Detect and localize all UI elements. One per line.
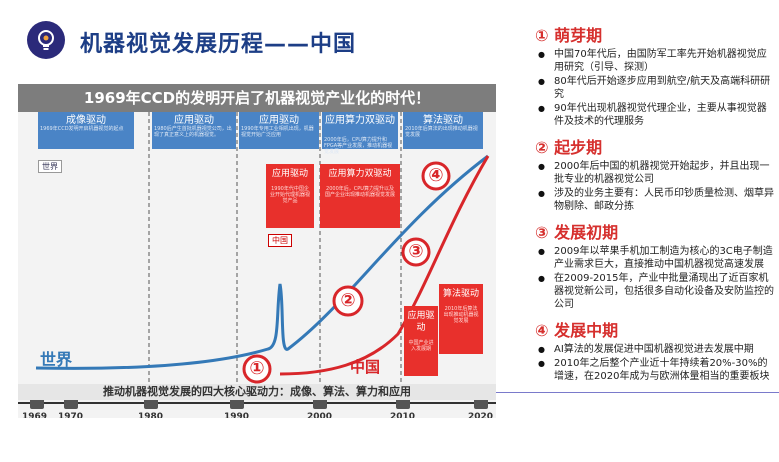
- section-list: AI算法的发展促进中国机器视觉进去发展中期 2010年之后整个产业近十年持续着2…: [535, 343, 775, 383]
- list-item: 2010年之后整个产业近十年持续着20%-30%的增速，在2020年成为与欧洲体…: [535, 357, 775, 383]
- era-block: 应用驱动: [239, 112, 319, 149]
- era-desc: 1980后产生首批机器视觉公司，出现了真正意义上的机器视觉。: [154, 126, 232, 138]
- era-block: 成像驱动: [38, 112, 134, 149]
- section-list: 中国70年代后，由国防军工率先开始机器视觉应用研究（引导、探测） 80年代后开始…: [535, 48, 775, 128]
- china-box-desc: 2010年后算法出现推动机器视觉发展: [443, 306, 479, 324]
- china-box-desc: 2000年后，CPU算力提升以及国产企业出现推动机器视觉发展: [324, 186, 395, 198]
- logo-icon: [27, 21, 65, 59]
- stage-section: ② 起步期 2000年后中国的机器视觉开始起步，并且出现一批专业的机器视觉公司 …: [535, 134, 775, 213]
- stage-marker-2: ②: [340, 290, 356, 311]
- china-box-label: 应用算力双驱动: [328, 169, 392, 179]
- year-label: 1969: [22, 412, 48, 418]
- era-block: 应用算力双驱动: [322, 112, 398, 149]
- stage-section: ③ 发展初期 2009年以苹果手机加工制造为核心的3C电子制造产业需求巨大，直接…: [535, 219, 775, 311]
- bottom-caption: 推动机器视觉发展的四大核心驱动力：成像、算法、算力和应用: [18, 384, 496, 400]
- section-title: ③ 发展初期: [535, 223, 619, 242]
- china-box-label: 应用驱动: [271, 169, 308, 179]
- stage-marker-1: ①: [249, 358, 265, 379]
- list-item: 涉及的业务主要有：人民币印钞质量检测、烟草异物剔除、邮政分拣: [535, 187, 775, 213]
- china-box: 应用驱动 中国产业进入发展期: [404, 306, 438, 376]
- list-item: 90年代出现机器视觉代理企业，主要从事视觉器件及技术的代理服务: [535, 102, 775, 128]
- era-label: 应用驱动: [174, 115, 214, 126]
- world-tag: 世界: [38, 160, 62, 173]
- world-label: 世界: [40, 350, 73, 369]
- era-desc: 2000年后，CPU算力提升和FPGA等产业发展，推动机器视觉发展: [324, 137, 393, 155]
- era-label: 应用算力双驱动: [325, 115, 395, 126]
- stages-panel: ① 萌芽期 中国70年代后，由国防军工率先开始机器视觉应用研究（引导、探测） 8…: [535, 22, 775, 389]
- list-item: AI算法的发展促进中国机器视觉进去发展中期: [535, 343, 775, 356]
- timeline-figure: 1969年CCD的发明开启了机器视觉产业化的时代！ 成像驱动 应用驱动 应用驱动…: [18, 84, 496, 418]
- china-box: 应用驱动 1990年代中国企业开始代理机器视觉产品: [266, 164, 314, 228]
- era-block: 算法驱动: [403, 112, 483, 149]
- year-label: 2020: [468, 412, 494, 418]
- era-desc: 1969年CCD发明开启机器视觉的起点: [40, 126, 124, 132]
- era-label: 应用驱动: [259, 115, 299, 126]
- list-item: 2000年后中国的机器视觉开始起步，并且出现一批专业的机器视觉公司: [535, 160, 775, 186]
- stage-marker-4: ④: [428, 165, 444, 186]
- section-title: ④ 发展中期: [535, 321, 619, 340]
- year-label: 2000: [307, 412, 333, 418]
- china-box-label: 应用驱动: [407, 311, 435, 333]
- section-list: 2009年以苹果手机加工制造为核心的3C电子制造产业需求巨大，直接推动中国机器视…: [535, 245, 775, 311]
- china-curve: [279, 155, 490, 376]
- divider-line: [496, 392, 779, 393]
- era-desc: 2010年后算法的出现推动机器视觉发展: [405, 126, 478, 138]
- stage-section: ④ 发展中期 AI算法的发展促进中国机器视觉进去发展中期 2010年之后整个产业…: [535, 317, 775, 383]
- section-title: ② 起步期: [535, 138, 603, 157]
- year-label: 1970: [58, 412, 84, 418]
- china-box: 算法驱动 2010年后算法出现推动机器视觉发展: [439, 284, 483, 354]
- era-label: 成像驱动: [66, 115, 106, 126]
- list-item: 中国70年代后，由国防军工率先开始机器视觉应用研究（引导、探测）: [535, 48, 775, 74]
- world-curve: [35, 154, 489, 370]
- list-item: 80年代后开始逐步应用到航空/航天及高端科研研究: [535, 75, 775, 101]
- stage-marker-3: ③: [408, 241, 424, 262]
- section-list: 2000年后中国的机器视觉开始起步，并且出现一批专业的机器视觉公司 涉及的业务主…: [535, 160, 775, 213]
- list-item: 在2009-2015年，产业中批量涌现出了近百家机器视觉新公司，包括很多自动化设…: [535, 272, 775, 311]
- china-box-desc: 1990年代中国企业开始代理机器视觉产品: [270, 186, 311, 204]
- list-item: 2009年以苹果手机加工制造为核心的3C电子制造产业需求巨大，直接推动中国机器视…: [535, 245, 775, 271]
- year-label: 2010: [390, 412, 416, 418]
- figure-banner: 1969年CCD的发明开启了机器视觉产业化的时代！: [18, 84, 496, 112]
- page-title: 机器视觉发展历程——中国: [80, 32, 357, 57]
- era-label: 算法驱动: [423, 115, 463, 126]
- china-tag: 中国: [268, 234, 292, 247]
- year-label: 1980: [138, 412, 164, 418]
- china-box-label: 算法驱动: [442, 289, 479, 299]
- timeline-chart: [18, 112, 496, 409]
- year-ticks: [30, 397, 488, 409]
- china-box: 应用算力双驱动 2000年后，CPU算力提升以及国产企业出现推动机器视觉发展: [320, 164, 400, 228]
- china-box-desc: 中国产业进入发展期: [408, 340, 434, 352]
- stage-section: ① 萌芽期 中国70年代后，由国防军工率先开始机器视觉应用研究（引导、探测） 8…: [535, 22, 775, 128]
- section-title: ① 萌芽期: [535, 26, 603, 45]
- era-desc: 1990年专用工业相机出现，机器视觉开始广泛应用: [241, 126, 314, 138]
- year-label: 1990: [224, 412, 250, 418]
- china-label: 中国: [350, 358, 381, 376]
- era-block: 应用驱动: [152, 112, 236, 149]
